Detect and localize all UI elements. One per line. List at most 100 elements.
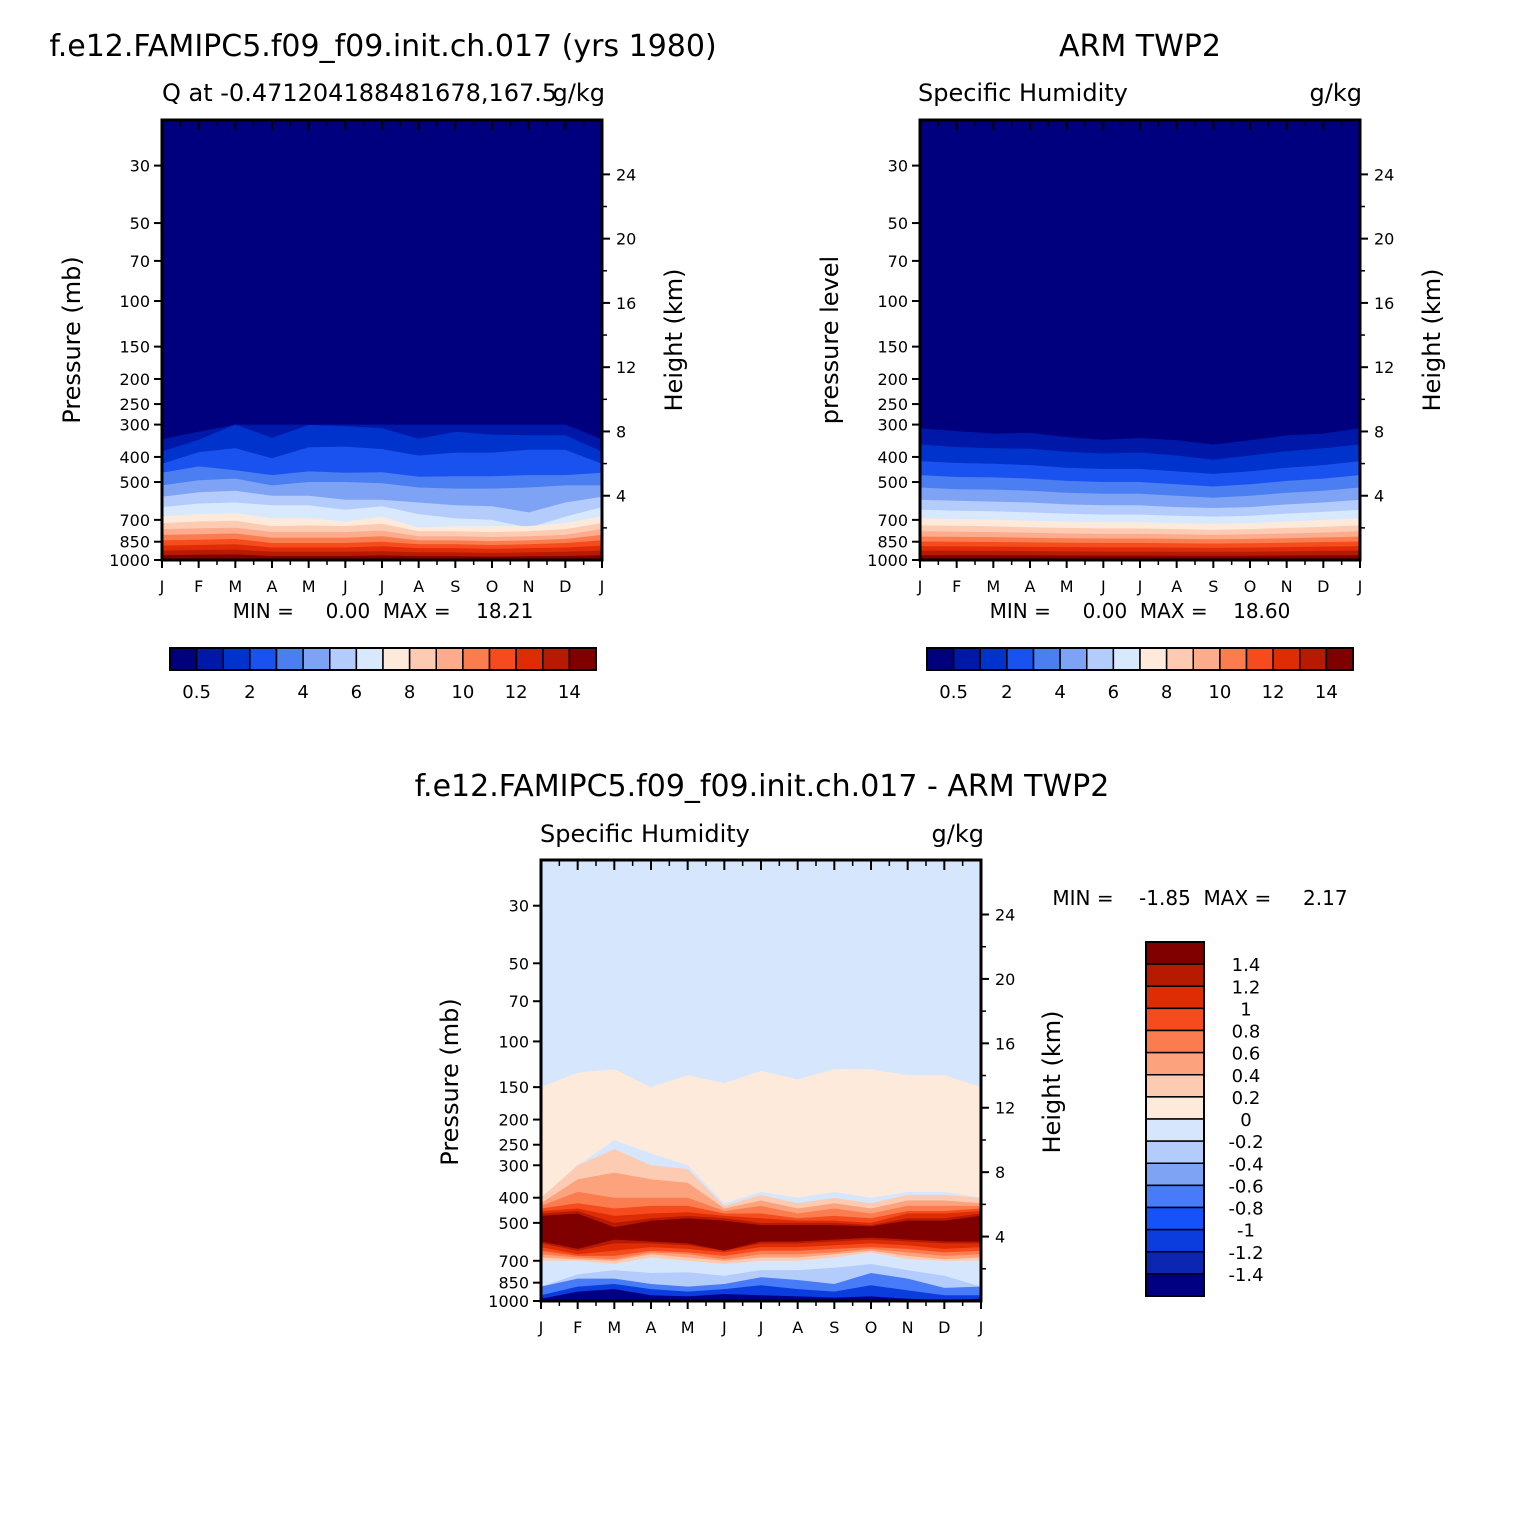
left-ytick-label: 150 <box>119 338 150 357</box>
right-ytick-label: 1000 <box>867 551 908 570</box>
left-xtick-label: A <box>267 577 278 596</box>
diff-xtick-label: A <box>646 1318 657 1337</box>
right-units: g/kg <box>1310 79 1362 107</box>
right-xtick-label: M <box>986 577 1000 596</box>
right-plot: J F M A M J J A S O N D J 30 50 70 100 150 200 250 300 400 500… <box>867 118 1394 596</box>
left-units: g/kg <box>553 79 605 107</box>
diff-ztick-label: 4 <box>995 1228 1005 1247</box>
diff-cbar-label: 1.4 <box>1232 955 1261 976</box>
diff-cbar-label: 0.4 <box>1232 1066 1261 1087</box>
left-cbar-swatch <box>542 647 571 671</box>
right-cbar-swatch <box>1112 647 1141 671</box>
left-ztick-label: 8 <box>616 422 626 441</box>
left-cbar-label: 12 <box>505 682 528 703</box>
left-ytick-label: 500 <box>119 473 150 492</box>
left-ytick-label: 850 <box>119 533 150 552</box>
left-cbar-swatch <box>222 647 251 671</box>
left-ytick-label: 300 <box>119 416 150 435</box>
diff-cbar-label: -1 <box>1237 1221 1255 1242</box>
right-cbar-swatch <box>979 647 1008 671</box>
left-xtick-label: F <box>194 577 203 596</box>
left-cbar-swatch <box>515 647 544 671</box>
diff-cbar-label: 0.6 <box>1232 1044 1261 1065</box>
diff-xtick-label: J <box>538 1318 544 1337</box>
right-ztick-label: 12 <box>1374 358 1394 377</box>
left-xtick-label: J <box>342 577 348 596</box>
diff-cbar-swatch <box>1145 1096 1205 1120</box>
diff-xtick-label: S <box>829 1318 839 1337</box>
right-cbar-swatch <box>1219 647 1248 671</box>
right-cbar-label: 8 <box>1161 682 1172 703</box>
diff-layer-1p4 <box>541 1213 981 1251</box>
diff-ytick-label: 100 <box>498 1032 529 1051</box>
right-cbar-swatch <box>1299 647 1328 671</box>
right-cbar-swatch <box>1139 647 1168 671</box>
left-xtick-label: J <box>599 577 605 596</box>
right-cbar-swatch <box>1165 647 1194 671</box>
diff-colorbar: 1.41.210.80.60.40.20-0.2-0.4-0.6-0.8-1-1… <box>1145 941 1264 1297</box>
diff-subtitle: Specific Humidity <box>540 820 750 848</box>
diff-layer-0 <box>541 1069 981 1204</box>
left-subtitle: Q at -0.471204188481678,167.5 <box>162 79 557 107</box>
right-ztick-label: 16 <box>1374 294 1394 313</box>
diff-minmax: MIN = -1.85 MAX = 2.17 <box>1052 886 1347 910</box>
right-ytick-label: 30 <box>888 157 908 176</box>
diff-cbar-swatch <box>1145 1251 1205 1275</box>
left-ytick-label: 100 <box>119 292 150 311</box>
diff-ytick-label: 300 <box>498 1156 529 1175</box>
left-ztick-label: 4 <box>616 487 626 506</box>
diff-ylabel: Pressure (mb) <box>436 998 464 1165</box>
diff-title: f.e12.FAMIPC5.f09_f09.init.ch.017 - ARM … <box>415 769 1110 804</box>
left-cbar-outline <box>169 647 597 671</box>
left-ylabel: Pressure (mb) <box>58 256 86 423</box>
right-xtick-label: S <box>1208 577 1218 596</box>
right-cbar-label: 6 <box>1108 682 1119 703</box>
diff-ytick-label: 50 <box>509 954 529 973</box>
diff-xtick-label: N <box>902 1318 914 1337</box>
diff-cbar-swatch <box>1145 1184 1205 1209</box>
right-xtick-label: J <box>1357 577 1363 596</box>
diff-cbar-swatch <box>1145 1074 1205 1098</box>
left-cbar-label: 14 <box>558 682 581 703</box>
diff-cbar-label: -1.4 <box>1228 1265 1263 1286</box>
right-cbar-swatch <box>926 647 955 671</box>
right-xtick-label: A <box>1025 577 1036 596</box>
right-subtitle: Specific Humidity <box>918 79 1128 107</box>
diff-ytick-label: 30 <box>509 897 529 916</box>
diff-ztick-label: 24 <box>995 905 1015 924</box>
right-xtick-label: O <box>1244 577 1257 596</box>
left-ztick-label: 24 <box>616 165 636 184</box>
diff-ytick-label: 70 <box>509 992 529 1011</box>
diff-xtick-label: M <box>607 1318 621 1337</box>
diff-cbar-outline <box>1145 941 1205 1297</box>
diff-ytick-label: 700 <box>498 1252 529 1271</box>
diff-ztick-label: 16 <box>995 1034 1015 1053</box>
diff-cbar-label: -1.2 <box>1228 1243 1263 1264</box>
right-cbar-swatch <box>1272 647 1301 671</box>
right-xtick-label: F <box>952 577 961 596</box>
diff-cbar-label: -0.6 <box>1228 1176 1263 1197</box>
diff-cbar-label: 1.2 <box>1232 977 1261 998</box>
left-ztick-label: 20 <box>616 230 636 249</box>
left-cbar-label: 8 <box>404 682 415 703</box>
diff-xtick-label: J <box>978 1318 984 1337</box>
right-ylabel: pressure level <box>816 256 844 424</box>
left-ytick-label: 200 <box>119 370 150 389</box>
diff-cbar-swatch <box>1145 985 1205 1010</box>
diff-ytick-label: 400 <box>498 1189 529 1208</box>
left-cbar-swatch <box>275 647 304 671</box>
right-cbar-swatch <box>952 647 981 671</box>
left-ytick-label: 1000 <box>109 551 150 570</box>
diff-cbar-label: 0 <box>1240 1110 1251 1131</box>
left-cbar-label: 2 <box>244 682 255 703</box>
right-cbar-outline <box>926 647 1354 671</box>
right-ytick-label: 70 <box>888 252 908 271</box>
diff-xtick-label: O <box>865 1318 878 1337</box>
diff-layer--1p4 <box>541 1289 981 1301</box>
right-cbar-label: 10 <box>1208 682 1231 703</box>
right-cbar-swatch <box>1192 647 1221 671</box>
right-ytick-label: 150 <box>877 338 908 357</box>
diff-xtick-label: M <box>681 1318 695 1337</box>
diff-cbar-swatch <box>1145 1029 1205 1054</box>
